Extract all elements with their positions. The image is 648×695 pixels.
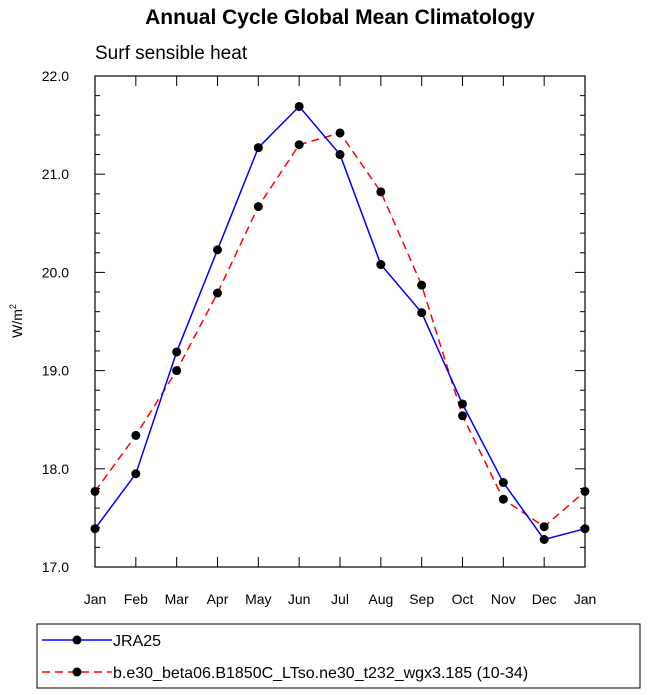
series-0-point [294, 101, 304, 111]
y-tick-label: 20.0 [42, 264, 69, 280]
x-tick-label: Jan [84, 591, 107, 607]
x-tick-label: Sep [409, 591, 434, 607]
x-tick-label: May [245, 591, 271, 607]
y-tick-label: 19.0 [42, 363, 69, 379]
y-tick-label: 17.0 [42, 559, 69, 575]
series-0-point [335, 150, 345, 160]
series-0-point [376, 260, 386, 270]
series-1-point [498, 494, 508, 504]
y-tick-label: 21.0 [42, 166, 69, 182]
x-tick-label: Dec [532, 591, 557, 607]
series-1-point [376, 187, 386, 197]
x-tick-label: Jun [288, 591, 311, 607]
series-0-point [90, 524, 100, 534]
series-0-point [131, 469, 141, 479]
series-line-0 [94, 105, 586, 541]
chart-title: Annual Cycle Global Mean Climatology [145, 6, 535, 29]
x-tick-label: Jan [574, 591, 597, 607]
series-0-point [213, 245, 222, 255]
legend-label-0: JRA25 [113, 633, 161, 650]
y-axis-label-units: W/m [9, 309, 25, 338]
y-tick-label: 18.0 [42, 461, 69, 477]
series-1-point [580, 486, 590, 496]
x-tick-label: Oct [452, 591, 474, 607]
x-tick-labels: Jan Feb Mar Apr May Jun Jul Aug Sep Oct Nov Dec Jan [84, 591, 597, 607]
series-1-point [172, 366, 182, 376]
x-tick-label: Aug [368, 591, 393, 607]
series-0-point [580, 524, 590, 534]
series-0-point [458, 399, 467, 409]
series-1-point [131, 430, 141, 440]
series-1-point [253, 202, 263, 212]
series-0-point [539, 535, 549, 545]
series-1-point [90, 486, 100, 496]
legend-label-1: b.e30_beta06.B1850C_LTso.ne30_t232_wgx3.… [113, 665, 528, 682]
x-tick-label: Nov [491, 591, 516, 607]
legend-box [36, 623, 641, 689]
series-layer [90, 101, 590, 545]
series-0-point [417, 308, 427, 318]
series-1-point [417, 280, 427, 290]
chart-subtitle: Surf sensible heat [95, 43, 248, 64]
x-tick-label: Mar [165, 591, 189, 607]
series-1-point [294, 140, 304, 150]
series-line-1 [94, 132, 586, 528]
y-axis-label: W/m2 [8, 304, 25, 338]
series-0-point [172, 347, 182, 357]
axis-ticks [94, 75, 586, 568]
series-1-point [458, 411, 467, 421]
y-tick-label: 22.0 [42, 68, 69, 84]
legend-marker-0 [72, 635, 82, 645]
series-0-point [498, 478, 508, 488]
series-1-point [539, 522, 549, 532]
legend-marker-1 [72, 667, 82, 677]
x-tick-label: Feb [124, 591, 148, 607]
x-tick-label: Apr [207, 591, 229, 607]
y-tick-labels: 17.0 18.0 19.0 20.0 21.0 22.0 [42, 68, 69, 575]
series-1-point [213, 288, 222, 298]
x-tick-label: Jul [331, 591, 349, 607]
series-1-point [335, 128, 345, 138]
legend: JRA25 b.e30_beta06.B1850C_LTso.ne30_t232_… [42, 633, 528, 682]
series-0-point [253, 143, 263, 153]
y-axis-label-superscript: 2 [8, 304, 18, 309]
